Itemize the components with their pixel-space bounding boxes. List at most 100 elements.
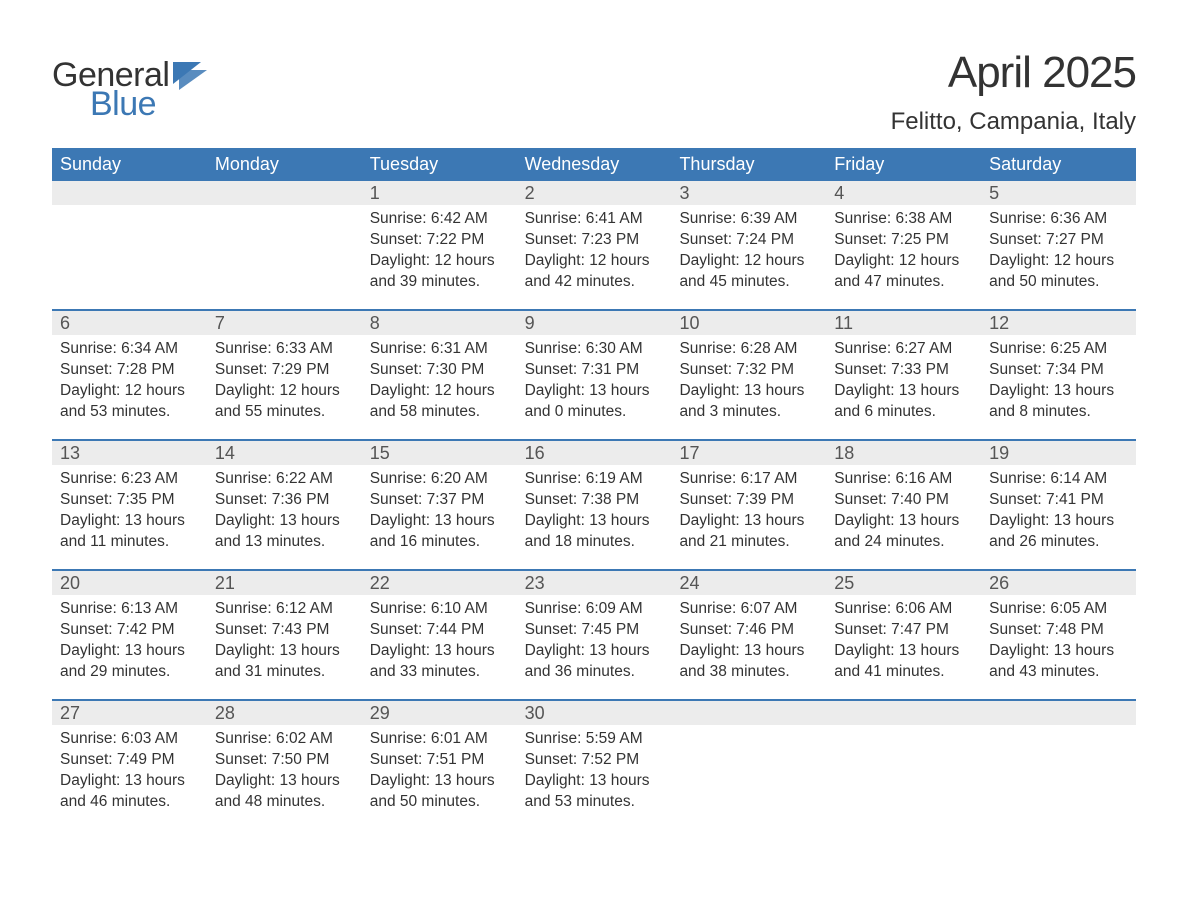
- daylight2-line: and 47 minutes.: [834, 272, 973, 293]
- day-cell: 18Sunrise: 6:16 AMSunset: 7:40 PMDayligh…: [826, 441, 981, 569]
- day-cell: 30Sunrise: 5:59 AMSunset: 7:52 PMDayligh…: [517, 701, 672, 829]
- daynum-band: 2: [517, 181, 672, 205]
- page-header: General Blue April 2025 Felitto, Campani…: [52, 48, 1136, 136]
- day-cell: [671, 701, 826, 829]
- daylight1-line: Daylight: 13 hours: [60, 641, 199, 662]
- day-number: 9: [525, 313, 535, 334]
- day-number: 22: [370, 573, 390, 594]
- day-info: Sunrise: 6:03 AMSunset: 7:49 PMDaylight:…: [52, 725, 207, 821]
- day-number: 8: [370, 313, 380, 334]
- sunrise-line: Sunrise: 5:59 AM: [525, 729, 664, 750]
- daynum-band: 28: [207, 701, 362, 725]
- sunset-line: Sunset: 7:41 PM: [989, 490, 1128, 511]
- daylight1-line: Daylight: 13 hours: [215, 641, 354, 662]
- day-cell: 9Sunrise: 6:30 AMSunset: 7:31 PMDaylight…: [517, 311, 672, 439]
- daylight1-line: Daylight: 13 hours: [989, 511, 1128, 532]
- daylight2-line: and 46 minutes.: [60, 792, 199, 813]
- sunrise-line: Sunrise: 6:31 AM: [370, 339, 509, 360]
- day-cell: [826, 701, 981, 829]
- daynum-band: 27: [52, 701, 207, 725]
- day-cell: 19Sunrise: 6:14 AMSunset: 7:41 PMDayligh…: [981, 441, 1136, 569]
- daylight1-line: Daylight: 13 hours: [370, 511, 509, 532]
- day-number: 4: [834, 183, 844, 204]
- day-info: Sunrise: 6:13 AMSunset: 7:42 PMDaylight:…: [52, 595, 207, 691]
- day-number: 28: [215, 703, 235, 724]
- day-number: 10: [679, 313, 699, 334]
- daynum-band: [981, 701, 1136, 725]
- day-number: 15: [370, 443, 390, 464]
- daynum-band: 25: [826, 571, 981, 595]
- daynum-band: 29: [362, 701, 517, 725]
- day-cell: [52, 181, 207, 309]
- daylight1-line: Daylight: 13 hours: [834, 641, 973, 662]
- daylight2-line: and 16 minutes.: [370, 532, 509, 553]
- sunset-line: Sunset: 7:22 PM: [370, 230, 509, 251]
- day-cell: 15Sunrise: 6:20 AMSunset: 7:37 PMDayligh…: [362, 441, 517, 569]
- daylight1-line: Daylight: 12 hours: [370, 381, 509, 402]
- week-row: 13Sunrise: 6:23 AMSunset: 7:35 PMDayligh…: [52, 439, 1136, 569]
- sunset-line: Sunset: 7:25 PM: [834, 230, 973, 251]
- sunrise-line: Sunrise: 6:30 AM: [525, 339, 664, 360]
- dow-thursday: Thursday: [671, 148, 826, 181]
- day-number: 2: [525, 183, 535, 204]
- daynum-band: 30: [517, 701, 672, 725]
- daynum-band: [207, 181, 362, 205]
- sunrise-line: Sunrise: 6:05 AM: [989, 599, 1128, 620]
- day-number: 30: [525, 703, 545, 724]
- daylight1-line: Daylight: 12 hours: [60, 381, 199, 402]
- daylight2-line: and 42 minutes.: [525, 272, 664, 293]
- daynum-band: [826, 701, 981, 725]
- day-number: 25: [834, 573, 854, 594]
- daylight1-line: Daylight: 13 hours: [679, 511, 818, 532]
- sunrise-line: Sunrise: 6:36 AM: [989, 209, 1128, 230]
- day-cell: 29Sunrise: 6:01 AMSunset: 7:51 PMDayligh…: [362, 701, 517, 829]
- day-info: Sunrise: 6:19 AMSunset: 7:38 PMDaylight:…: [517, 465, 672, 561]
- day-cell: 25Sunrise: 6:06 AMSunset: 7:47 PMDayligh…: [826, 571, 981, 699]
- daynum-band: 23: [517, 571, 672, 595]
- sunset-line: Sunset: 7:43 PM: [215, 620, 354, 641]
- daynum-band: 13: [52, 441, 207, 465]
- day-info: Sunrise: 6:10 AMSunset: 7:44 PMDaylight:…: [362, 595, 517, 691]
- title-block: April 2025 Felitto, Campania, Italy: [891, 48, 1136, 136]
- day-info: Sunrise: 6:06 AMSunset: 7:47 PMDaylight:…: [826, 595, 981, 691]
- daylight2-line: and 11 minutes.: [60, 532, 199, 553]
- sunrise-line: Sunrise: 6:09 AM: [525, 599, 664, 620]
- daylight1-line: Daylight: 13 hours: [215, 771, 354, 792]
- daylight2-line: and 21 minutes.: [679, 532, 818, 553]
- day-cell: 7Sunrise: 6:33 AMSunset: 7:29 PMDaylight…: [207, 311, 362, 439]
- logo-flag-icon: [173, 62, 207, 90]
- daylight2-line: and 39 minutes.: [370, 272, 509, 293]
- daylight2-line: and 36 minutes.: [525, 662, 664, 683]
- day-number: 27: [60, 703, 80, 724]
- day-info: Sunrise: 6:36 AMSunset: 7:27 PMDaylight:…: [981, 205, 1136, 301]
- sunrise-line: Sunrise: 6:25 AM: [989, 339, 1128, 360]
- daylight1-line: Daylight: 12 hours: [989, 251, 1128, 272]
- daylight1-line: Daylight: 13 hours: [989, 641, 1128, 662]
- sunrise-line: Sunrise: 6:23 AM: [60, 469, 199, 490]
- day-number: 1: [370, 183, 380, 204]
- sunrise-line: Sunrise: 6:33 AM: [215, 339, 354, 360]
- daylight2-line: and 0 minutes.: [525, 402, 664, 423]
- day-cell: 4Sunrise: 6:38 AMSunset: 7:25 PMDaylight…: [826, 181, 981, 309]
- daynum-band: 12: [981, 311, 1136, 335]
- daylight2-line: and 26 minutes.: [989, 532, 1128, 553]
- day-cell: 13Sunrise: 6:23 AMSunset: 7:35 PMDayligh…: [52, 441, 207, 569]
- day-info: Sunrise: 6:07 AMSunset: 7:46 PMDaylight:…: [671, 595, 826, 691]
- daynum-band: 6: [52, 311, 207, 335]
- daylight2-line: and 38 minutes.: [679, 662, 818, 683]
- sunset-line: Sunset: 7:39 PM: [679, 490, 818, 511]
- daynum-band: 22: [362, 571, 517, 595]
- day-number: 7: [215, 313, 225, 334]
- day-info: Sunrise: 6:33 AMSunset: 7:29 PMDaylight:…: [207, 335, 362, 431]
- sunrise-line: Sunrise: 6:07 AM: [679, 599, 818, 620]
- dow-tuesday: Tuesday: [362, 148, 517, 181]
- dow-monday: Monday: [207, 148, 362, 181]
- daynum-band: 14: [207, 441, 362, 465]
- day-info: Sunrise: 6:38 AMSunset: 7:25 PMDaylight:…: [826, 205, 981, 301]
- daynum-band: 10: [671, 311, 826, 335]
- sunset-line: Sunset: 7:42 PM: [60, 620, 199, 641]
- week-row: 6Sunrise: 6:34 AMSunset: 7:28 PMDaylight…: [52, 309, 1136, 439]
- day-cell: [981, 701, 1136, 829]
- day-number: 5: [989, 183, 999, 204]
- dow-wednesday: Wednesday: [517, 148, 672, 181]
